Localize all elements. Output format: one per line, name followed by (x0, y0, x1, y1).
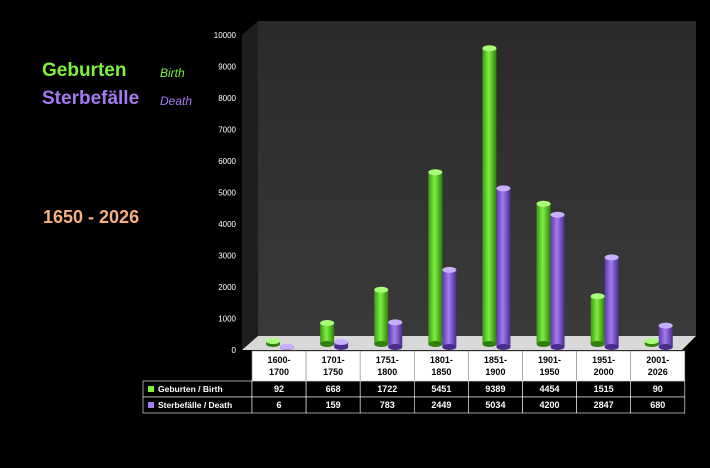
data-label-1-7: 680 (650, 400, 665, 410)
y-tick-label-9: 9000 (218, 63, 236, 72)
category-label-1-1: 1750 (323, 367, 343, 377)
floor (242, 336, 696, 350)
bar-death-0 (280, 343, 295, 350)
series-name-1: Sterbefälle / Death (158, 400, 232, 410)
legend-death-de: Sterbefälle (42, 88, 140, 109)
data-label-0-1: 668 (326, 384, 341, 394)
category-label-0-1: 1700 (269, 367, 289, 377)
data-label-0-7: 90 (653, 384, 663, 394)
category-cell-1 (305, 350, 361, 382)
category-label-3-0: 1801- (430, 355, 453, 365)
data-label-1-1: 159 (326, 400, 341, 410)
category-label-6-1: 2000 (594, 367, 614, 377)
category-label-1-0: 1701- (322, 355, 345, 365)
data-label-1-5: 4200 (540, 400, 560, 410)
y-tick-label-1: 1000 (218, 315, 236, 324)
bar-birth-5 (536, 200, 551, 347)
category-label-2-0: 1751- (376, 355, 399, 365)
bar-birth-7 (644, 338, 659, 347)
data-label-0-5: 4454 (540, 384, 560, 394)
bar-death-7 (658, 322, 673, 350)
bar-death-2 (388, 319, 403, 350)
category-label-2-1: 1800 (377, 367, 397, 377)
legend-birth-de: Geburten (42, 60, 127, 81)
data-label-0-3: 5451 (431, 384, 451, 394)
series-name-0: Geburten / Birth (158, 384, 223, 394)
data-label-0-0: 92 (274, 384, 284, 394)
y-tick-label-7: 7000 (218, 126, 236, 135)
data-label-1-3: 2449 (431, 400, 451, 410)
back-wall (258, 21, 696, 336)
category-cell-2 (359, 350, 415, 382)
category-label-7-1: 2026 (648, 367, 668, 377)
data-label-0-2: 1722 (377, 384, 397, 394)
category-label-7-0: 2001- (646, 355, 669, 365)
category-label-0-0: 1600- (268, 355, 291, 365)
y-tick-label-4: 4000 (218, 220, 236, 229)
category-label-4-1: 1900 (485, 367, 505, 377)
data-label-1-0: 6 (277, 400, 282, 410)
y-tick-label-0: 0 (232, 346, 237, 355)
series-key-0 (148, 386, 154, 392)
data-label-1-4: 5034 (485, 400, 505, 410)
legend-death-en: Death (160, 94, 193, 108)
category-label-6-0: 1951- (592, 355, 615, 365)
category-cell-7 (630, 350, 686, 382)
category-cell-0 (251, 350, 307, 382)
data-label-0-6: 1515 (594, 384, 614, 394)
category-label-5-0: 1901- (538, 355, 561, 365)
bar-birth-1 (320, 319, 335, 347)
legend-birth-en: Birth (160, 66, 185, 80)
category-cell-5 (522, 350, 577, 382)
data-label-0-4: 9389 (485, 384, 505, 394)
bar-birth-4 (482, 45, 497, 347)
y-tick-label-8: 8000 (218, 94, 236, 103)
bar-death-5 (550, 211, 565, 350)
bar-death-6 (604, 254, 619, 350)
bar-birth-6 (590, 293, 605, 347)
bar-death-4 (496, 185, 511, 350)
y-tick-label-2: 2000 (218, 283, 236, 292)
left-wall (242, 21, 258, 350)
y-tick-label-6: 6000 (218, 157, 236, 166)
data-label-1-2: 783 (380, 400, 395, 410)
bar-birth-2 (374, 286, 389, 347)
y-tick-label-3: 3000 (218, 252, 236, 261)
category-label-3-1: 1850 (431, 367, 451, 377)
bar-birth-3 (428, 169, 443, 347)
date-range-label: 1650 - 2026 (43, 207, 140, 227)
y-tick-label-10: 10000 (214, 31, 237, 40)
bar-death-1 (334, 338, 349, 350)
value-cell-1-7 (630, 396, 686, 414)
bar-birth-0 (266, 338, 281, 347)
series-key-1 (148, 402, 154, 408)
category-label-4-0: 1851- (484, 355, 507, 365)
bar-death-3 (442, 266, 457, 350)
category-label-5-1: 1950 (540, 367, 560, 377)
data-label-1-6: 2847 (594, 400, 614, 410)
y-tick-label-5: 5000 (218, 189, 236, 198)
